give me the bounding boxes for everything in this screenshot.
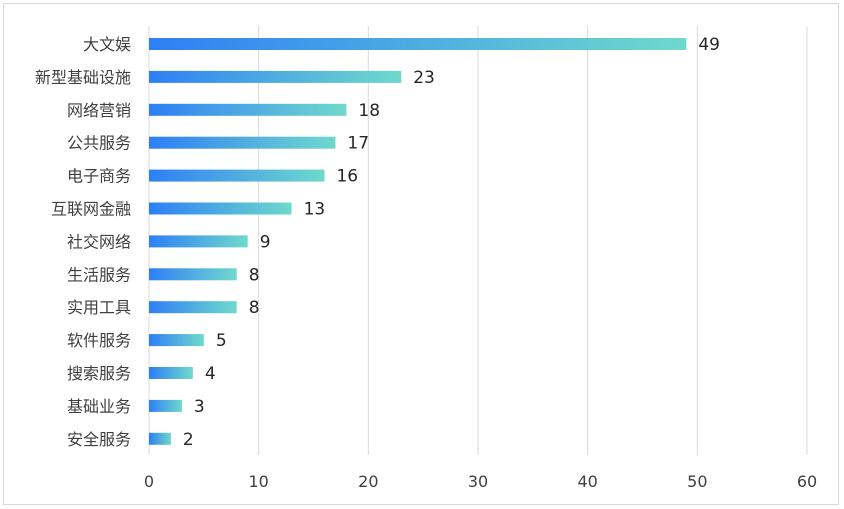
- value-label: 16: [336, 167, 358, 187]
- bar-6: [149, 235, 248, 248]
- bar-9: [149, 334, 204, 347]
- category-label: 社交网络: [67, 232, 131, 251]
- bar-1: [149, 70, 402, 83]
- category-label: 公共服务: [67, 134, 131, 153]
- category-label: 大文娱: [83, 35, 131, 54]
- value-label: 17: [347, 134, 369, 154]
- category-label: 软件服务: [67, 331, 131, 350]
- bar-8: [149, 301, 237, 314]
- category-label: 基础业务: [67, 397, 131, 416]
- bar-4: [149, 169, 325, 182]
- value-label: 13: [304, 200, 326, 220]
- category-label: 搜索服务: [67, 364, 131, 383]
- value-label: 8: [249, 298, 260, 318]
- bar-2: [149, 103, 347, 116]
- value-label: 9: [260, 232, 271, 252]
- x-tick-label: 0: [144, 472, 154, 491]
- x-tick-label: 10: [248, 472, 268, 491]
- gridlines: [148, 26, 808, 455]
- value-label: 3: [194, 397, 205, 417]
- value-label: 5: [216, 331, 227, 351]
- bar-0: [149, 38, 687, 50]
- bar-10: [149, 367, 193, 379]
- bars: [149, 38, 687, 445]
- value-label: 4: [205, 364, 216, 384]
- x-tick-label: 30: [468, 472, 488, 491]
- bar-5: [149, 202, 292, 215]
- category-label: 电子商务: [67, 167, 131, 186]
- category-label: 安全服务: [67, 430, 131, 449]
- category-label: 互联网金融: [51, 200, 131, 219]
- x-tick-label: 40: [577, 472, 597, 491]
- value-label: 49: [698, 35, 720, 55]
- bar-7: [149, 268, 237, 281]
- bar-11: [149, 399, 182, 412]
- value-label: 18: [358, 101, 380, 121]
- bar-3: [149, 136, 336, 149]
- bar-12: [149, 432, 171, 445]
- category-label: 网络营销: [67, 101, 131, 120]
- value-label: 2: [183, 430, 194, 450]
- category-label: 实用工具: [67, 298, 131, 317]
- value-label: 23: [413, 68, 435, 88]
- x-tick-label: 50: [687, 472, 707, 491]
- chart-frame: [3, 3, 839, 505]
- category-label: 生活服务: [67, 265, 131, 284]
- category-label: 新型基础设施: [35, 68, 131, 87]
- x-tick-label: 60: [797, 472, 817, 491]
- value-label: 8: [249, 265, 260, 285]
- x-tick-label: 20: [358, 472, 378, 491]
